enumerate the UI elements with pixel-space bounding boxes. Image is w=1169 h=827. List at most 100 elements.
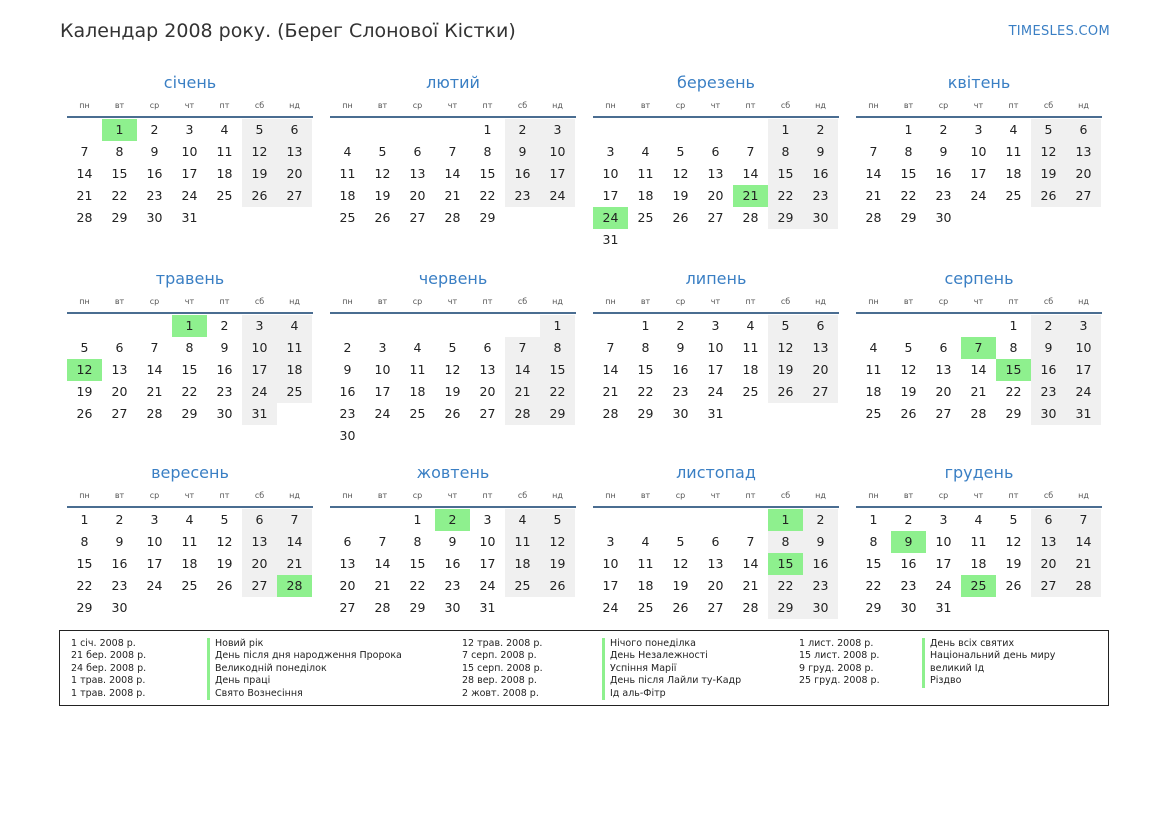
- day-cell: 30: [900, 600, 917, 615]
- weekday-label: пт: [745, 297, 756, 306]
- empty-day-cell: [698, 119, 733, 141]
- legend-date: 28 вер. 2008 р.: [462, 675, 537, 687]
- weekday-label: ср: [675, 101, 686, 110]
- weekday-label: ср: [675, 491, 686, 500]
- day-cell: 14: [76, 166, 93, 181]
- weekday-label: ср: [938, 297, 949, 306]
- weekday-label: пт: [1008, 101, 1019, 110]
- day-cell: 23: [216, 384, 233, 399]
- day-cell: 25: [339, 210, 356, 225]
- day-cell: 5: [448, 340, 457, 355]
- month-name: листопад: [676, 463, 756, 482]
- day-cell: 5: [80, 340, 89, 355]
- day-cell: 18: [181, 556, 198, 571]
- day-cell: 5: [676, 534, 685, 549]
- day-cell: 28: [444, 210, 461, 225]
- weekday-label: чт: [447, 491, 458, 500]
- day-cell: 2: [115, 512, 124, 527]
- day-cell: 30: [444, 600, 461, 615]
- day-cell: 12: [374, 166, 391, 181]
- day-cell: 24: [935, 578, 952, 593]
- legend-holiday: Новий рік: [207, 638, 402, 651]
- day-cell: 31: [602, 232, 619, 247]
- empty-day-cell: [996, 207, 1031, 229]
- weekday-label: чт: [973, 101, 984, 110]
- weekday-label: чт: [710, 491, 721, 500]
- day-cell: 1: [904, 122, 913, 137]
- weekday-label: нд: [289, 491, 300, 500]
- day-cell: 5: [540, 509, 575, 531]
- day-cell: 18: [742, 362, 759, 377]
- empty-day-cell: [505, 315, 540, 337]
- empty-day-cell: [663, 229, 698, 251]
- day-cell: 16: [216, 362, 233, 377]
- empty-day-cell: [277, 597, 312, 619]
- weekday-label: вт: [640, 297, 651, 306]
- day-cell: 23: [803, 185, 838, 207]
- day-cell: 4: [1009, 122, 1018, 137]
- weekday-label: пн: [79, 297, 90, 306]
- empty-day-cell: [505, 597, 540, 619]
- empty-day-cell: [365, 315, 400, 337]
- day-cell: 23: [1031, 381, 1066, 403]
- day-cell: 28: [602, 406, 619, 421]
- empty-day-cell: [400, 425, 435, 447]
- month-4: квітень пн вт ср чт пт сб нд 1 2 3 4 5 6 7 8 9 10 11 12 13 14…: [856, 72, 1102, 229]
- legend-holiday: День праці: [207, 675, 402, 688]
- day-cell: 13: [479, 362, 496, 377]
- day-cell: 21: [444, 188, 461, 203]
- day-cell: 29: [76, 600, 93, 615]
- day-grid: 1 2 3 4 5 6 7 8 9 10 11 12 13 14 15 16 17 18 19 20 21 22 23 24 2…: [593, 315, 838, 425]
- empty-day-cell: [628, 509, 663, 531]
- day-cell: 13: [707, 166, 724, 181]
- weekday-header: пн вт ср чт пт сб нд: [330, 100, 576, 118]
- day-cell: 12: [1031, 141, 1066, 163]
- weekday-header: пн вт ср чт пт сб нд: [856, 100, 1102, 118]
- day-cell: 11: [637, 166, 654, 181]
- day-cell: 26: [76, 406, 93, 421]
- day-cell: 21: [146, 384, 163, 399]
- day-cell: 11: [970, 534, 987, 549]
- day-grid: 1 2 3 4 5 6 7 8 9 10 11 12 13 14 15 16 17 18 19 20 21 22 23 24 2…: [330, 315, 575, 447]
- day-cell: 29: [479, 210, 496, 225]
- day-cell: 20: [707, 578, 724, 593]
- day-cell: 14: [444, 166, 461, 181]
- day-cell: 31: [707, 406, 724, 421]
- day-cell: 16: [505, 163, 540, 185]
- empty-day-cell: [365, 119, 400, 141]
- day-cell: 16: [146, 166, 163, 181]
- day-cell: 20: [707, 188, 724, 203]
- day-cell: 26: [900, 406, 917, 421]
- day-cell: 7: [448, 144, 457, 159]
- day-cell: 20: [277, 163, 312, 185]
- month-6: червень пн вт ср чт пт сб нд 1 2 3 4 5 6 7 8 9 10 11 12 13 14…: [330, 268, 576, 447]
- day-cell: 24: [242, 381, 277, 403]
- day-cell: 3: [150, 512, 159, 527]
- day-cell: 26: [672, 210, 689, 225]
- day-cell: 10: [602, 556, 619, 571]
- day-cell: 19: [672, 578, 689, 593]
- day-cell: 3: [606, 144, 615, 159]
- weekday-label: ср: [412, 101, 423, 110]
- weekday-label: вт: [903, 491, 914, 500]
- day-cell: 16: [900, 556, 917, 571]
- day-cell: 5: [220, 512, 229, 527]
- day-cell: 26: [374, 210, 391, 225]
- day-cell: 18: [637, 188, 654, 203]
- weekday-label: ср: [938, 491, 949, 500]
- legend-holiday: День Незалежності: [602, 650, 741, 663]
- day-cell: 15: [865, 556, 882, 571]
- legend-holiday: День після дня народження Пророка: [207, 650, 402, 663]
- site-link[interactable]: TIMESLES.COM: [1008, 24, 1110, 39]
- weekday-label: сб: [254, 297, 265, 306]
- weekday-label: вт: [377, 491, 388, 500]
- empty-day-cell: [733, 403, 768, 425]
- day-cell: 16: [339, 384, 356, 399]
- empty-day-cell: [540, 207, 575, 229]
- weekday-label: вт: [640, 101, 651, 110]
- empty-day-cell: [207, 597, 242, 619]
- day-cell: 24: [146, 578, 163, 593]
- day-cell: 13: [242, 531, 277, 553]
- month-name: січень: [163, 73, 217, 92]
- day-cell: 6: [483, 340, 492, 355]
